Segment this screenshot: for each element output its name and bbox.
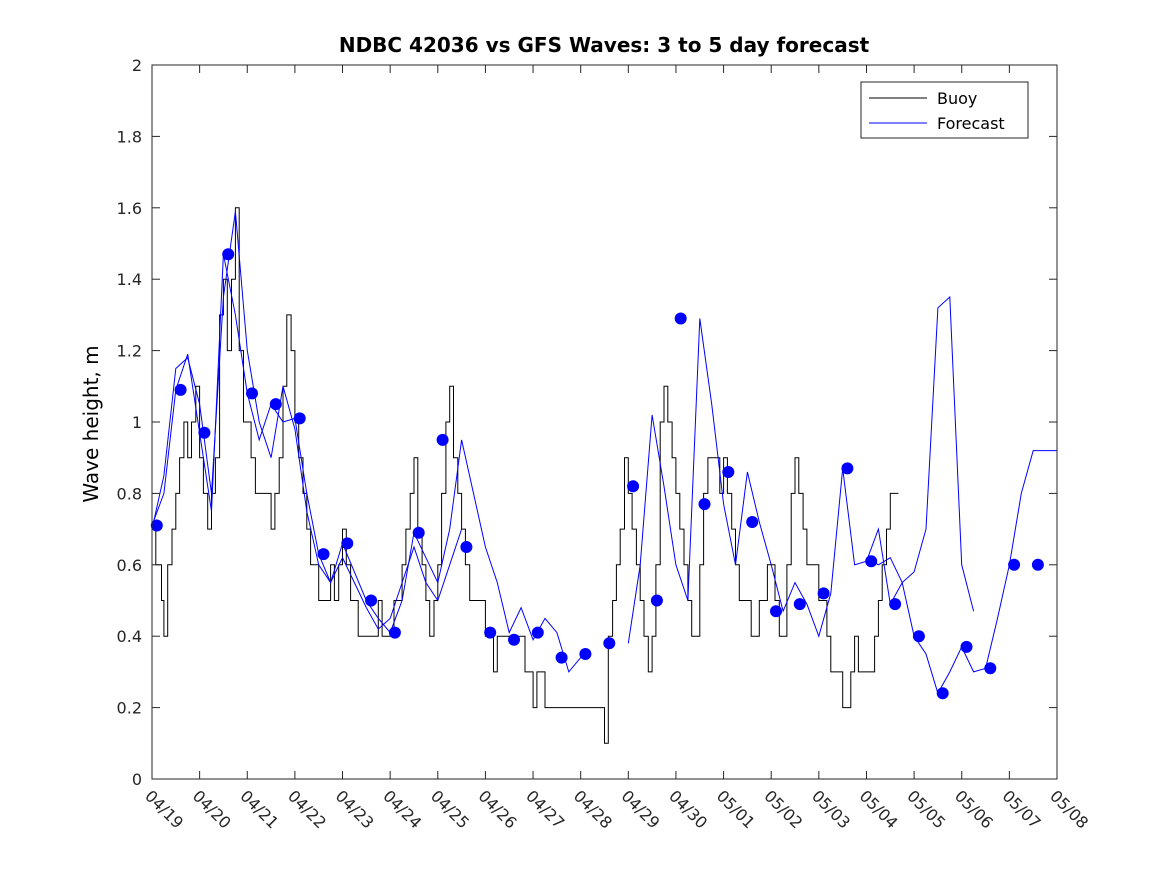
forecast-point bbox=[341, 537, 354, 550]
plot-background bbox=[152, 65, 1057, 779]
y-axis-ticks: 0 0.2 0.4 0.6 0.8 1 1.2 1.4 1.6 1.8 2 bbox=[117, 56, 1057, 789]
forecast-point bbox=[484, 626, 497, 639]
forecast-point bbox=[603, 637, 616, 650]
forecast-point bbox=[150, 519, 163, 532]
y-tick-label: 2 bbox=[132, 56, 142, 75]
forecast-point bbox=[388, 626, 401, 639]
y-axis-label: Wave height, m bbox=[79, 345, 103, 502]
forecast-point bbox=[912, 630, 925, 643]
forecast-point bbox=[508, 633, 520, 646]
forecast-point bbox=[889, 598, 902, 611]
forecast-point bbox=[460, 541, 473, 553]
forecast-point bbox=[555, 651, 568, 664]
forecast-point bbox=[317, 548, 330, 561]
forecast-point bbox=[865, 555, 878, 568]
forecast-point bbox=[1008, 558, 1021, 571]
forecast-point bbox=[579, 648, 592, 660]
legend-label-buoy: Buoy bbox=[937, 89, 977, 108]
forecast-point bbox=[174, 383, 187, 396]
series-line-buoy bbox=[152, 207, 899, 744]
forecast-point bbox=[198, 426, 211, 439]
y-tick-label: 1.4 bbox=[117, 270, 142, 289]
y-tick-label: 1 bbox=[132, 413, 142, 432]
y-tick-label: 0.6 bbox=[117, 556, 142, 575]
forecast-point bbox=[793, 598, 806, 611]
forecast-point bbox=[770, 605, 782, 618]
forecast-point bbox=[293, 412, 306, 425]
series-line-forecast-4 bbox=[866, 295, 975, 612]
forecast-point bbox=[1031, 558, 1044, 571]
forecast-point bbox=[650, 594, 663, 607]
forecast-point bbox=[627, 480, 640, 493]
forecast-point bbox=[365, 594, 378, 607]
forecast-point bbox=[222, 248, 235, 261]
y-tick-label: 0 bbox=[132, 770, 142, 789]
forecast-point bbox=[746, 516, 759, 528]
forecast-point bbox=[246, 387, 258, 400]
forecast-point bbox=[841, 462, 854, 475]
y-tick-label: 1.2 bbox=[117, 342, 142, 361]
forecast-point bbox=[984, 662, 997, 675]
forecast-point bbox=[531, 626, 544, 639]
y-tick-label: 0.2 bbox=[117, 699, 142, 718]
forecast-point bbox=[436, 433, 449, 446]
forecast-point bbox=[269, 398, 282, 411]
legend-box bbox=[860, 81, 1029, 139]
legend: Buoy Forecast bbox=[860, 81, 1029, 139]
forecast-point bbox=[960, 640, 973, 653]
y-tick-label: 1.8 bbox=[117, 127, 142, 146]
forecast-point bbox=[936, 687, 949, 700]
forecast-point bbox=[674, 312, 687, 325]
legend-label-forecast: Forecast bbox=[937, 114, 1005, 133]
forecast-point bbox=[722, 466, 735, 478]
plot-area bbox=[150, 64, 1058, 780]
y-tick-label: 0.4 bbox=[117, 627, 142, 646]
chart-title: NDBC 42036 vs GFS Waves: 3 to 5 day fore… bbox=[339, 33, 870, 57]
y-tick-label: 0.8 bbox=[117, 484, 142, 503]
forecast-point bbox=[412, 526, 425, 539]
forecast-point bbox=[817, 587, 830, 600]
forecast-point bbox=[698, 498, 711, 511]
y-tick-label: 1.6 bbox=[117, 199, 142, 218]
